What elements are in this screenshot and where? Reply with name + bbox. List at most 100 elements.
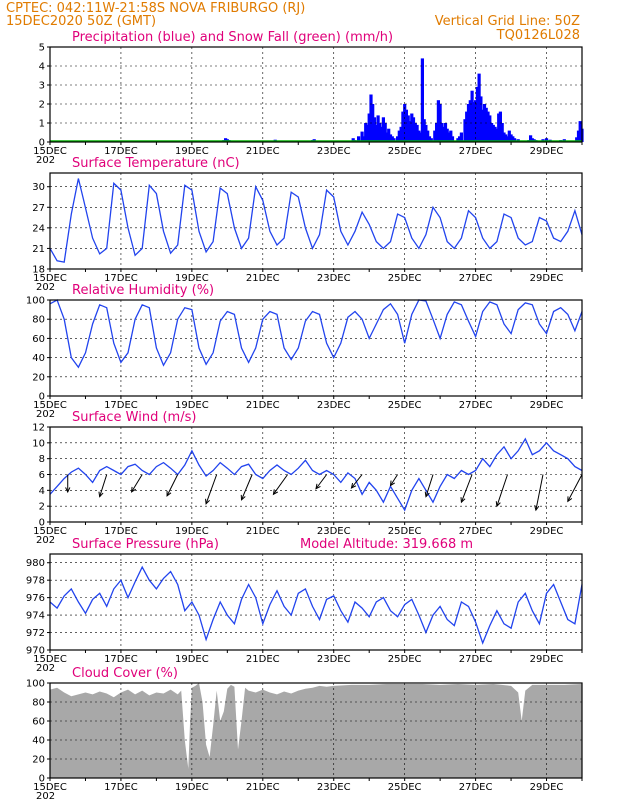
wind-ytick-label: 10 (32, 438, 45, 449)
precip-bar (360, 131, 364, 142)
precip-bar (509, 134, 513, 142)
wind-arrow (496, 474, 508, 507)
wind-arrow (567, 474, 583, 502)
precip-bar (433, 130, 437, 142)
precip-bar (399, 126, 403, 142)
precip-bar (357, 136, 361, 142)
precip-xtick-label: 15DEC (33, 146, 67, 157)
precip-bar (365, 124, 369, 142)
precip-bar (224, 138, 228, 142)
pressure-ytick-label: 976 (26, 593, 45, 604)
temp-xtick-label: 19DEC (175, 273, 209, 284)
precip-panel: Precipitation (blue) and Snow Fall (gree… (33, 30, 584, 166)
cloud-xtick-label: 17DEC (104, 782, 138, 793)
precip-bar (420, 58, 424, 142)
wind-arrow-head (495, 501, 501, 508)
wind-xtick-label: 15DEC (33, 526, 67, 537)
precip-xtick-label: 19DEC (175, 146, 209, 157)
precip-bar (417, 130, 421, 142)
precip-bar (504, 134, 508, 142)
wind-arrow (390, 474, 398, 486)
precip-bar (397, 130, 401, 142)
pressure-panel: Surface Pressure (hPa) Model Altitude: 31… (26, 537, 583, 674)
pressure-frame (49, 553, 583, 651)
wind-arrow-head (350, 482, 357, 489)
precip-bar (479, 96, 483, 142)
rh-panel: Relative Humidity (%) 0 20 40 60 80 100 15DEC 17… (26, 283, 583, 420)
precip-bar (376, 115, 380, 142)
precip-bar (544, 138, 549, 142)
precip-bar (443, 123, 448, 142)
temp-xtick-label: 23DEC (317, 273, 351, 284)
precip-xtick-label: 21DEC (246, 146, 280, 157)
precip-bar (576, 130, 581, 142)
wind-arrow (273, 474, 289, 495)
temp-xtick-label: 17DEC (104, 273, 138, 284)
cloud-xtick-label: 21DEC (246, 782, 280, 793)
precip-bar (468, 100, 472, 142)
pressure-ytick-label: 970 (26, 646, 45, 657)
precip-bar (477, 73, 481, 142)
cloud-title: Cloud Cover (%) (72, 666, 178, 681)
wind-xtick-label: 25DEC (388, 526, 422, 537)
temp-ytick-label: 18 (32, 265, 45, 276)
temp-ytick-label: 30 (32, 182, 45, 193)
cloud-ytick-label: 80 (32, 698, 45, 709)
cloud-xtick-year: 202 (36, 791, 55, 800)
temp-xtick-year: 202 (36, 282, 55, 293)
wind-arrow (535, 474, 544, 511)
precip-bar (447, 132, 451, 142)
wind-arrow-head (240, 494, 246, 501)
precip-bar (413, 123, 417, 142)
rh-xtick-year: 202 (36, 409, 55, 420)
precip-bar (427, 136, 432, 142)
header-location: CPTEC: 042:11W-21:58S NOVA FRIBURGO (RJ) (6, 1, 305, 16)
precip-ytick-label: 3 (39, 81, 45, 92)
rh-ytick-label: 60 (32, 334, 45, 345)
wind-arrow-head (460, 497, 466, 504)
precip-bar (369, 94, 373, 142)
precip-bar (415, 124, 419, 142)
precip-bar (426, 130, 430, 142)
wind-arrow-head (315, 483, 321, 490)
pressure-title: Surface Pressure (hPa) (72, 537, 219, 552)
precip-bar (419, 132, 423, 142)
pressure-xtick-label: 19DEC (175, 654, 209, 665)
precip-bar (466, 104, 471, 142)
precip-bar (378, 123, 382, 142)
precip-bar (472, 102, 476, 142)
temp-xtick-label: 29DEC (530, 273, 564, 284)
cloud-xtick-label: 15DEC (33, 782, 67, 793)
cloud-xtick-label: 27DEC (459, 782, 493, 793)
rh-series-line (49, 299, 583, 369)
temp-panel: Surface Temperature (nC) 18 21 24 27 30 15DEC 1… (32, 156, 583, 293)
temp-xtick-label: 25DEC (388, 273, 422, 284)
rh-ytick-label: 100 (26, 296, 45, 307)
wind-arrow (241, 474, 253, 501)
precip-bar (458, 136, 462, 142)
header-model-id: TQ0126L028 (496, 28, 580, 43)
precip-bar (408, 121, 412, 142)
precip-bar (435, 123, 439, 142)
precip-bar (429, 138, 433, 142)
pressure-xtick-label: 21DEC (246, 654, 280, 665)
precip-bar (475, 86, 479, 142)
cloud-ytick-label: 60 (32, 717, 45, 728)
panels: Precipitation (blue) and Snow Fall (gree… (26, 30, 584, 800)
precip-xtick-label: 29DEC (530, 146, 564, 157)
precip-bar (371, 104, 375, 142)
temp-xtick-label: 27DEC (459, 273, 493, 284)
wind-title: Surface Wind (m/s) (72, 410, 196, 425)
rh-xtick-label: 29DEC (530, 400, 564, 411)
wind-arrow-head (534, 505, 540, 512)
precip-bar (502, 132, 506, 142)
rh-xtick-label: 21DEC (246, 400, 280, 411)
wind-ytick-label: 0 (39, 518, 45, 529)
precip-bar (463, 119, 467, 142)
temp-xtick-label: 21DEC (246, 273, 280, 284)
wind-arrow-head (389, 480, 396, 487)
wind-xtick-label: 19DEC (175, 526, 209, 537)
pressure-xtick-year: 202 (36, 663, 55, 674)
precip-bar (500, 123, 504, 142)
wind-arrow-head (130, 486, 137, 493)
